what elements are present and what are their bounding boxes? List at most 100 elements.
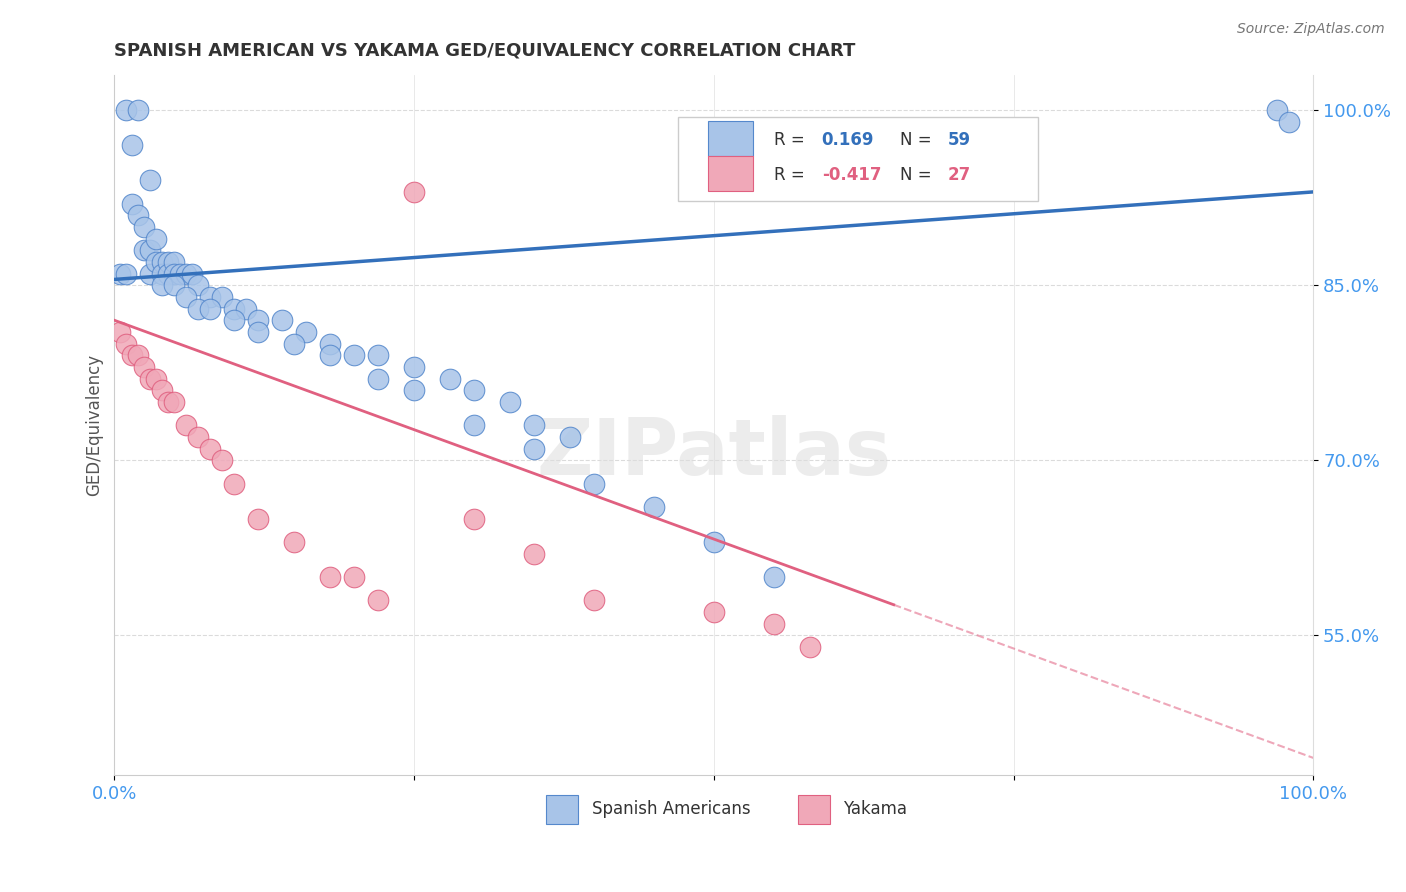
Point [134, 359, 156, 374]
Point [1278, 115, 1301, 129]
Point [121, 196, 143, 211]
Point [319, 348, 342, 362]
Point [187, 430, 209, 444]
Point [295, 325, 318, 339]
Point [163, 267, 186, 281]
Text: 0.169: 0.169 [821, 131, 875, 149]
Point [404, 185, 426, 199]
Point [145, 255, 167, 269]
Point [319, 570, 342, 584]
Point [110, 325, 132, 339]
Point [404, 384, 426, 398]
Point [224, 476, 246, 491]
Point [283, 336, 305, 351]
Point [463, 384, 485, 398]
Point [187, 301, 209, 316]
Point [145, 371, 167, 385]
Point [404, 359, 426, 374]
Point [121, 348, 143, 362]
Point [139, 244, 162, 258]
Text: N =: N = [900, 131, 931, 149]
Text: R =: R = [773, 166, 804, 185]
Point [181, 267, 204, 281]
Point [115, 103, 138, 118]
Point [224, 313, 246, 327]
Point [176, 267, 198, 281]
Text: 27: 27 [948, 166, 972, 185]
Point [211, 290, 233, 304]
Point [150, 255, 173, 269]
Point [582, 476, 605, 491]
Point [643, 500, 665, 514]
Point [762, 570, 785, 584]
Point [283, 535, 305, 549]
Bar [678, 117, 1038, 202]
Point [163, 278, 186, 293]
Point [499, 395, 522, 409]
Point [139, 371, 162, 385]
Point [139, 173, 162, 187]
Point [115, 336, 138, 351]
Point [176, 290, 198, 304]
Point [150, 267, 173, 281]
Point [169, 267, 191, 281]
Bar [797, 795, 830, 824]
Text: Yakama: Yakama [844, 800, 907, 818]
Point [200, 301, 222, 316]
Point [150, 384, 173, 398]
Text: R =: R = [773, 131, 804, 149]
Text: Spanish Americans: Spanish Americans [592, 800, 751, 818]
Bar [707, 156, 754, 191]
Point [211, 453, 233, 467]
Point [703, 535, 725, 549]
Point [134, 219, 156, 234]
Point [523, 547, 546, 561]
Text: 59: 59 [948, 131, 970, 149]
Point [176, 418, 198, 433]
Text: -0.417: -0.417 [821, 166, 882, 185]
Point [367, 593, 389, 607]
Point [157, 255, 180, 269]
Point [187, 278, 209, 293]
Point [367, 348, 389, 362]
Point [367, 371, 389, 385]
Point [163, 255, 186, 269]
Point [247, 313, 270, 327]
Point [200, 442, 222, 456]
Point [343, 348, 366, 362]
Text: Source: ZipAtlas.com: Source: ZipAtlas.com [1237, 22, 1385, 37]
Point [157, 267, 180, 281]
Point [247, 511, 270, 525]
Point [157, 395, 180, 409]
Point [343, 570, 366, 584]
Point [762, 616, 785, 631]
Point [799, 640, 821, 654]
Point [271, 313, 294, 327]
Point [150, 278, 173, 293]
Point [134, 244, 156, 258]
Point [523, 442, 546, 456]
Point [558, 430, 581, 444]
Point [121, 138, 143, 153]
Y-axis label: GED/Equivalency: GED/Equivalency [86, 354, 103, 496]
Point [115, 267, 138, 281]
Point [110, 267, 132, 281]
Point [247, 325, 270, 339]
Text: SPANISH AMERICAN VS YAKAMA GED/EQUIVALENCY CORRELATION CHART: SPANISH AMERICAN VS YAKAMA GED/EQUIVALEN… [114, 42, 856, 60]
Text: ZIPatlas: ZIPatlas [536, 416, 891, 491]
Point [1265, 103, 1288, 118]
Point [463, 511, 485, 525]
Point [139, 267, 162, 281]
Bar [707, 121, 754, 156]
Point [145, 231, 167, 245]
Bar [546, 795, 578, 824]
Point [163, 395, 186, 409]
Point [463, 418, 485, 433]
Point [127, 208, 149, 222]
Point [703, 605, 725, 619]
Point [319, 336, 342, 351]
Point [127, 103, 149, 118]
Point [224, 301, 246, 316]
Text: N =: N = [900, 166, 931, 185]
Point [582, 593, 605, 607]
